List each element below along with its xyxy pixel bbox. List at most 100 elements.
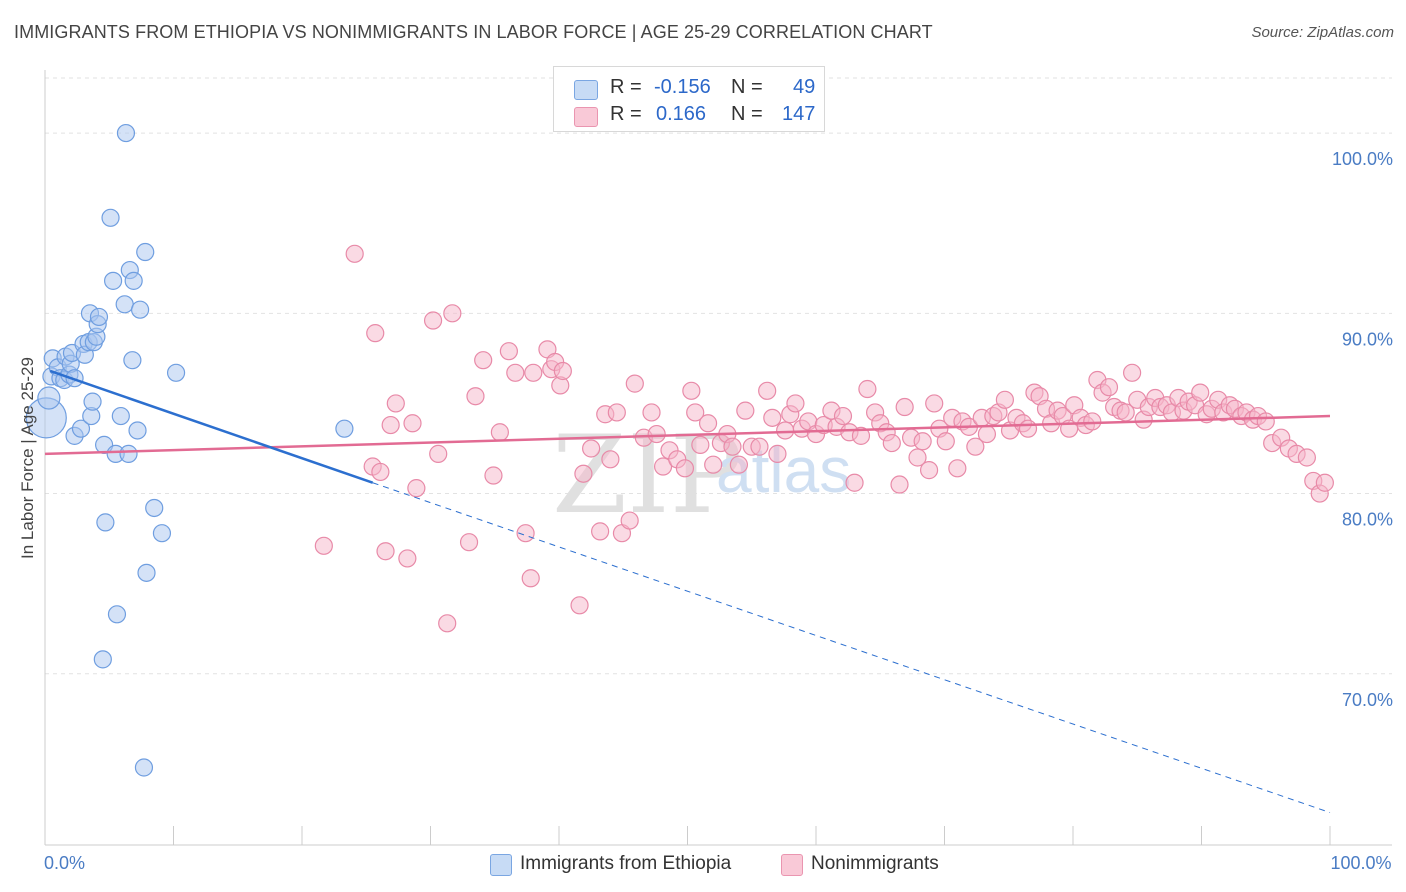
ethiopia-point — [116, 123, 136, 143]
y-tick-label: 70.0% — [1342, 690, 1393, 710]
legend-n-label: N = — [731, 103, 763, 125]
nonimmigrants-point — [381, 415, 400, 435]
ethiopia-point — [119, 444, 138, 463]
nonimmigrants-point — [948, 459, 967, 478]
legend-r-value-ethiopia: -0.156 — [654, 76, 711, 98]
nonimmigrants-point — [429, 444, 448, 463]
nonimmigrants-point — [675, 459, 695, 478]
ethiopia-point — [128, 421, 147, 440]
nonimmigrants-point — [601, 450, 620, 469]
trend-lines — [44, 369, 1331, 814]
nonimmigrants-point — [398, 549, 417, 568]
ethiopia-point — [71, 419, 91, 438]
series-name-nonimmigrants: Nonimmigrants — [811, 853, 939, 874]
nonimmigrants-point — [376, 542, 395, 561]
nonimmigrants-point — [890, 475, 909, 494]
y-tick-label: 100.0% — [1332, 149, 1393, 169]
nonimmigrants-point — [607, 403, 626, 422]
ethiopia-point — [166, 363, 186, 382]
series-swatch-blue — [490, 854, 512, 876]
nonimmigrants-point — [763, 408, 782, 427]
nonimmigrants-point — [574, 464, 593, 483]
legend-swatch-blue — [574, 80, 598, 100]
ethiopia-point — [37, 386, 61, 410]
axis-labels: 100.0% 90.0% 80.0% 70.0% 0.0% 100.0% In Labor … — [18, 149, 1393, 873]
nonimmigrants-point — [366, 324, 385, 343]
nonimmigrants-point — [553, 361, 572, 381]
series-legend: Immigrants from Ethiopia Nonimmigrants — [0, 850, 1406, 880]
ethiopia-point — [93, 650, 112, 669]
ethiopia-point — [137, 563, 156, 582]
nonimmigrants-point — [582, 439, 601, 458]
x-tick-label: 100.0% — [1330, 853, 1391, 873]
nonimmigrants-point — [443, 304, 462, 323]
nonimmigrants-point — [1256, 412, 1275, 431]
ethiopia-trend-line — [49, 369, 374, 484]
ethiopia-point — [134, 758, 154, 777]
ethiopia-point — [130, 300, 150, 319]
nonimmigrants-point — [895, 397, 914, 417]
nonimmigrants-point — [490, 423, 509, 442]
ethiopia-point — [101, 208, 120, 227]
correlation-legend: R = -0.156 N = 49 R = 0.166 N = 147 — [553, 66, 825, 132]
nonimmigrants-point — [682, 381, 701, 400]
ethiopia-point — [136, 242, 155, 262]
ethiopia-point — [104, 271, 123, 290]
nonimmigrants-point — [438, 614, 457, 633]
nonimmigrants-point — [729, 455, 749, 474]
nonimmigrants-point — [882, 433, 901, 453]
nonimmigrants-point — [698, 414, 718, 433]
nonimmigrants-point — [620, 511, 639, 530]
nonimmigrants-point — [403, 414, 422, 433]
nonimmigrants-point — [591, 522, 610, 541]
ethiopia-point — [124, 271, 143, 290]
axes — [44, 70, 1392, 846]
nonimmigrants-point — [371, 462, 390, 482]
nonimmigrants-point — [768, 444, 787, 463]
legend-r-label: R = — [610, 76, 642, 98]
nonimmigrants-point — [423, 311, 443, 330]
nonimmigrants-point — [977, 424, 997, 444]
nonimmigrants-point — [516, 524, 535, 543]
nonimmigrants-point — [1297, 448, 1316, 467]
nonimmigrants-point — [851, 426, 871, 445]
nonimmigrants-point — [466, 387, 485, 406]
y-tick-label: 80.0% — [1342, 510, 1393, 530]
nonimmigrants-point — [570, 596, 589, 615]
nonimmigrants-point — [833, 406, 853, 426]
nonimmigrants-point — [521, 569, 540, 588]
legend-n-label: N = — [731, 76, 763, 98]
legend-r-label: R = — [610, 103, 642, 125]
nonimmigrants-trend-line — [44, 414, 1331, 456]
y-axis-label: In Labor Force | Age 25-29 — [18, 357, 37, 559]
series-swatch-pink — [781, 854, 803, 876]
nonimmigrants-point — [925, 394, 944, 413]
nonimmigrants-point — [704, 455, 723, 474]
nonimmigrants-point — [966, 437, 985, 456]
legend-swatch-pink — [574, 107, 598, 127]
ethiopia-point — [89, 307, 109, 327]
legend-n-value-nonimmigrants: 147 — [782, 103, 816, 125]
nonimmigrants-point — [845, 473, 864, 492]
nonimmigrants-point — [647, 424, 666, 444]
nonimmigrants-point — [499, 342, 518, 361]
ethiopia-trend-extension — [372, 482, 1331, 814]
nonimmigrants-point — [314, 536, 333, 555]
nonimmigrants-point — [691, 435, 710, 454]
nonimmigrants-point — [736, 401, 755, 420]
ethiopia-points — [25, 123, 354, 777]
nonimmigrants-point — [786, 394, 805, 413]
nonimmigrants-point — [936, 432, 955, 451]
nonimmigrants-point — [758, 381, 777, 400]
ethiopia-point — [145, 498, 164, 518]
nonimmigrants-point — [776, 421, 795, 440]
nonimmigrants-point — [524, 363, 543, 382]
y-tick-label: 90.0% — [1342, 329, 1393, 349]
ethiopia-point — [152, 524, 172, 543]
nonimmigrants-point — [686, 403, 705, 422]
nonimmigrants-point — [1123, 363, 1142, 382]
ethiopia-point — [107, 605, 127, 624]
nonimmigrants-point — [1315, 473, 1334, 492]
nonimmigrants-point — [484, 466, 503, 485]
